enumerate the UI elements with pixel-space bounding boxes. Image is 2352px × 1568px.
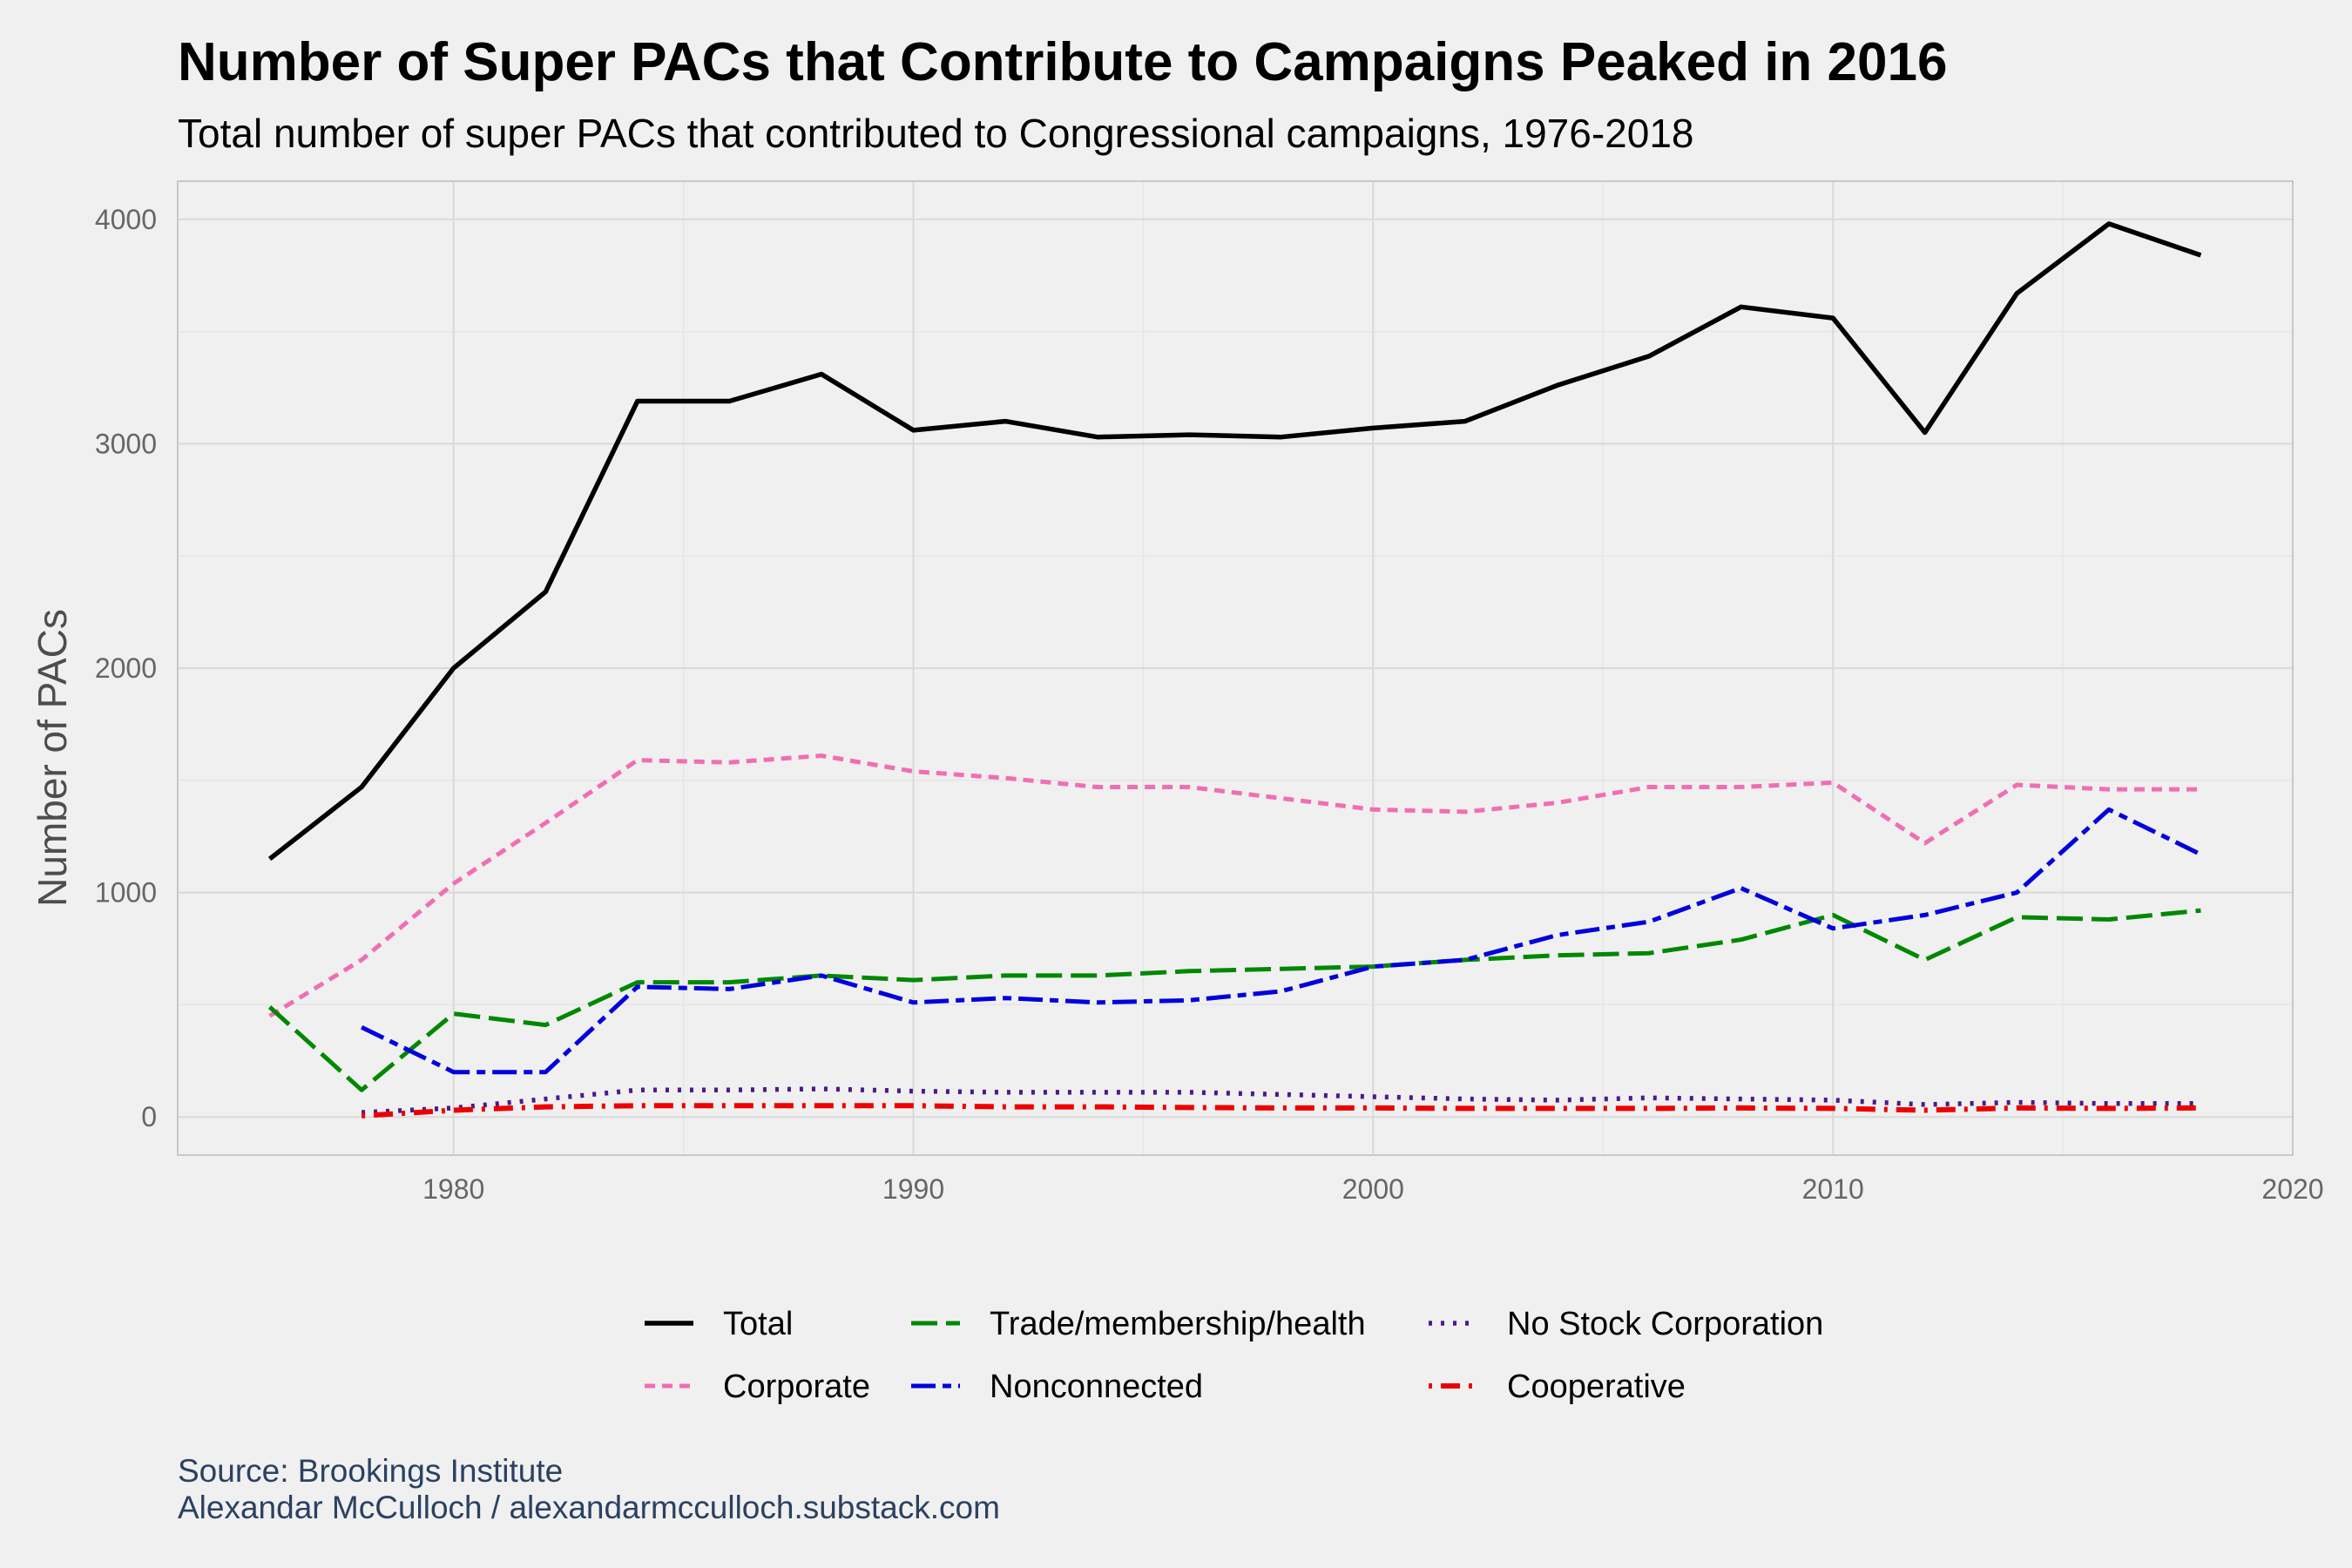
x-tick-label: 2010	[1802, 1173, 1864, 1205]
y-tick-label: 1000	[95, 877, 157, 909]
x-tick-label: 1990	[882, 1173, 944, 1205]
chart-subtitle: Total number of super PACs that contribu…	[178, 111, 1694, 156]
legend-label: No Stock Corporation	[1507, 1306, 1823, 1342]
y-tick-label: 2000	[95, 652, 157, 684]
legend-label: Total	[723, 1306, 793, 1342]
y-axis-ticks: 0 1000 2000 3000 4000	[95, 204, 157, 1132]
series-line-cooperative	[361, 1103, 2201, 1119]
legend: Total Corporate Trade/membership/health Non…	[645, 1306, 1823, 1405]
source-caption: Source: Brookings Institute	[178, 1453, 564, 1489]
series-line-total	[267, 221, 2202, 862]
series-line-trade-membership-health	[267, 908, 2201, 1092]
x-axis-ticks: 1980 1990 2000 2010 2020	[422, 1173, 2323, 1205]
series-line-no-stock-corporation	[361, 1086, 2201, 1115]
legend-label: Corporate	[723, 1369, 870, 1405]
series-line-corporate	[268, 754, 2201, 1018]
author-caption: Alexandar McCulloch / alexandarmcculloch…	[178, 1490, 1000, 1525]
x-tick-label: 2020	[2261, 1173, 2323, 1205]
legend-label: Trade/membership/health	[990, 1306, 1366, 1342]
legend-label: Nonconnected	[990, 1369, 1203, 1405]
series-line-nonconnected	[361, 807, 2202, 1075]
y-tick-label: 0	[141, 1101, 157, 1132]
plot-panel-border	[177, 180, 2294, 1156]
y-tick-label: 3000	[95, 428, 157, 459]
legend-label: Cooperative	[1507, 1369, 1686, 1405]
x-tick-label: 1980	[422, 1173, 484, 1205]
grid-lines	[178, 181, 2294, 1155]
x-tick-label: 2000	[1342, 1173, 1404, 1205]
series-lines	[267, 221, 2202, 1119]
chart-title: Number of Super PACs that Contribute to …	[178, 32, 1948, 92]
y-axis-label: Number of PACs	[30, 609, 75, 907]
y-tick-label: 4000	[95, 204, 157, 235]
